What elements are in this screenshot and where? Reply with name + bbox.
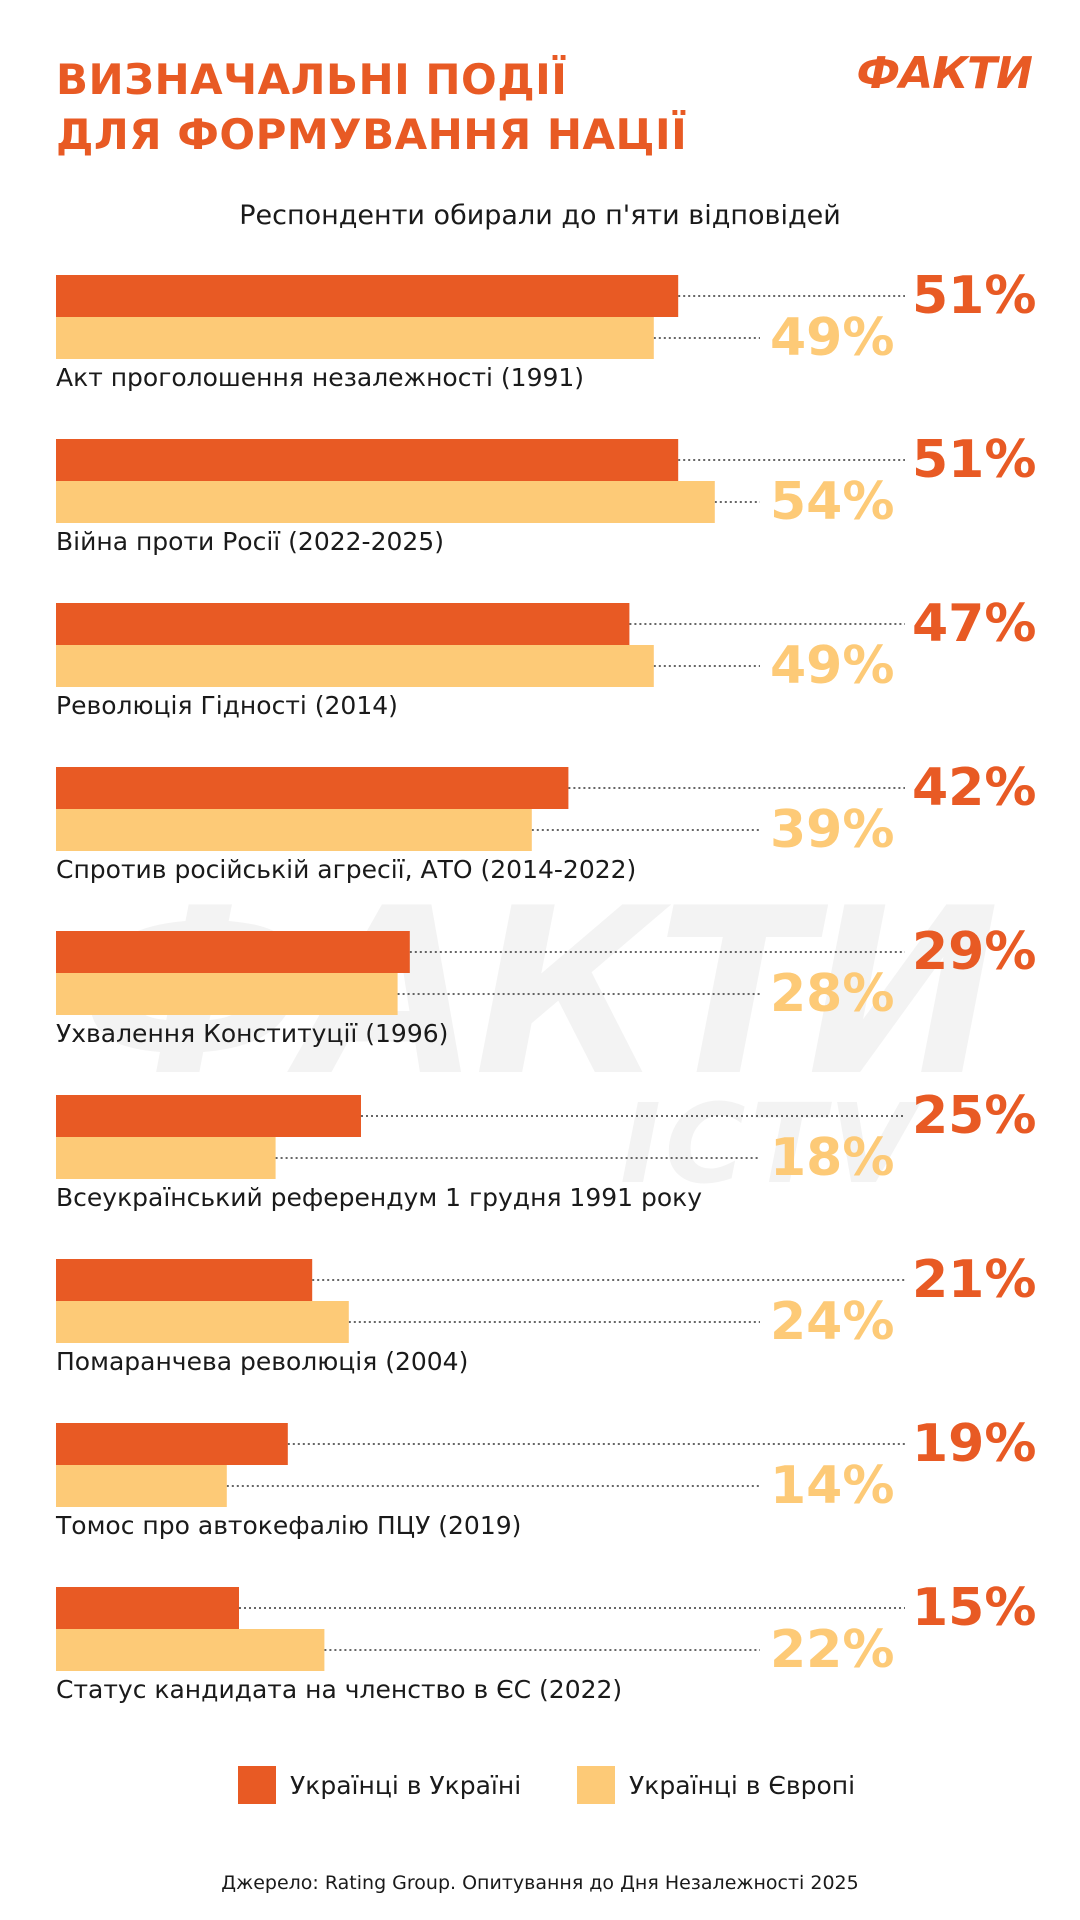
page-title: ВИЗНАЧАЛЬНІ ПОДІЇ ДЛЯ ФОРМУВАННЯ НАЦІЇ <box>56 52 687 162</box>
value-label-ukraine: 47% <box>912 594 1036 654</box>
category-label: Акт проголошення незалежності (1991) <box>56 363 584 392</box>
bar-europe <box>56 1137 276 1179</box>
bar-ukraine <box>56 1587 239 1629</box>
value-label-ukraine: 25% <box>912 1086 1036 1146</box>
bar-ukraine <box>56 1423 288 1465</box>
value-label-ukraine: 15% <box>912 1578 1036 1638</box>
legend-label-europe: Українці в Європі <box>629 1770 856 1800</box>
value-label-ukraine: 19% <box>912 1414 1036 1474</box>
bar-europe <box>56 481 715 523</box>
bar-ukraine <box>56 767 569 809</box>
bar-europe <box>56 1629 325 1671</box>
category-label: Томос про автокефалію ПЦУ (2019) <box>55 1511 521 1540</box>
category-label: Спротив російській агресії, АТО (2014-20… <box>56 855 636 884</box>
category-label: Помаранчева революція (2004) <box>56 1347 468 1376</box>
bar-europe <box>56 317 654 359</box>
brand-logo: ФАКТИ <box>856 48 1033 99</box>
value-label-ukraine: 21% <box>912 1250 1036 1310</box>
legend-label-ukraine: Українці в Україні <box>290 1770 522 1800</box>
bar-europe <box>56 973 398 1015</box>
bar-ukraine <box>56 1259 313 1301</box>
value-label-europe: 22% <box>770 1620 894 1680</box>
value-label-europe: 49% <box>770 636 894 696</box>
value-label-europe: 28% <box>770 964 894 1024</box>
category-label: Ухвалення Конституції (1996) <box>56 1019 448 1048</box>
bar-europe <box>56 809 532 851</box>
category-label: Війна проти Росії (2022-2025) <box>56 527 444 556</box>
legend: Українці в Україні Українці в Європі <box>0 1765 1080 1809</box>
value-label-europe: 54% <box>770 472 894 532</box>
bar-europe <box>56 1465 227 1507</box>
value-label-ukraine: 42% <box>912 758 1036 818</box>
bar-ukraine <box>56 603 630 645</box>
value-label-ukraine: 51% <box>912 266 1036 326</box>
legend-swatch-europe <box>577 1766 615 1804</box>
bar-europe <box>56 1301 349 1343</box>
value-label-europe: 14% <box>770 1456 894 1516</box>
title-line-1: ВИЗНАЧАЛЬНІ ПОДІЇ <box>56 55 568 104</box>
bar-europe <box>56 645 654 687</box>
legend-item-europe: Українці в Європі <box>577 1765 855 1805</box>
value-label-europe: 24% <box>770 1292 894 1352</box>
bar-chart: 51% 49% Акт проголошення незалежності (199… <box>55 266 1036 1704</box>
bar-ukraine <box>56 931 410 973</box>
bar-ukraine <box>56 275 679 317</box>
chart-subtitle: Респонденти обирали до п'яти відповідей <box>239 200 841 231</box>
source-note: Джерело: Rating Group. Опитування до Дня… <box>221 1872 859 1894</box>
bar-ukraine <box>56 439 679 481</box>
title-line-2: ДЛЯ ФОРМУВАННЯ НАЦІЇ <box>56 110 688 159</box>
category-label: Всеукраїнський референдум 1 грудня 1991 … <box>56 1183 702 1212</box>
bar-ukraine <box>56 1095 361 1137</box>
legend-swatch-ukraine <box>238 1766 276 1804</box>
value-label-europe: 39% <box>770 800 894 860</box>
category-label: Статус кандидата на членство в ЄС (2022) <box>56 1675 622 1704</box>
value-label-ukraine: 51% <box>912 430 1036 490</box>
category-label: Революція Гідності (2014) <box>56 691 398 720</box>
watermark-logo-sub: ICTV <box>620 1080 918 1208</box>
value-label-europe: 18% <box>770 1128 894 1188</box>
value-label-ukraine: 29% <box>912 922 1036 982</box>
legend-item-ukraine: Українці в Україні <box>238 1765 521 1805</box>
value-label-europe: 49% <box>770 308 894 368</box>
